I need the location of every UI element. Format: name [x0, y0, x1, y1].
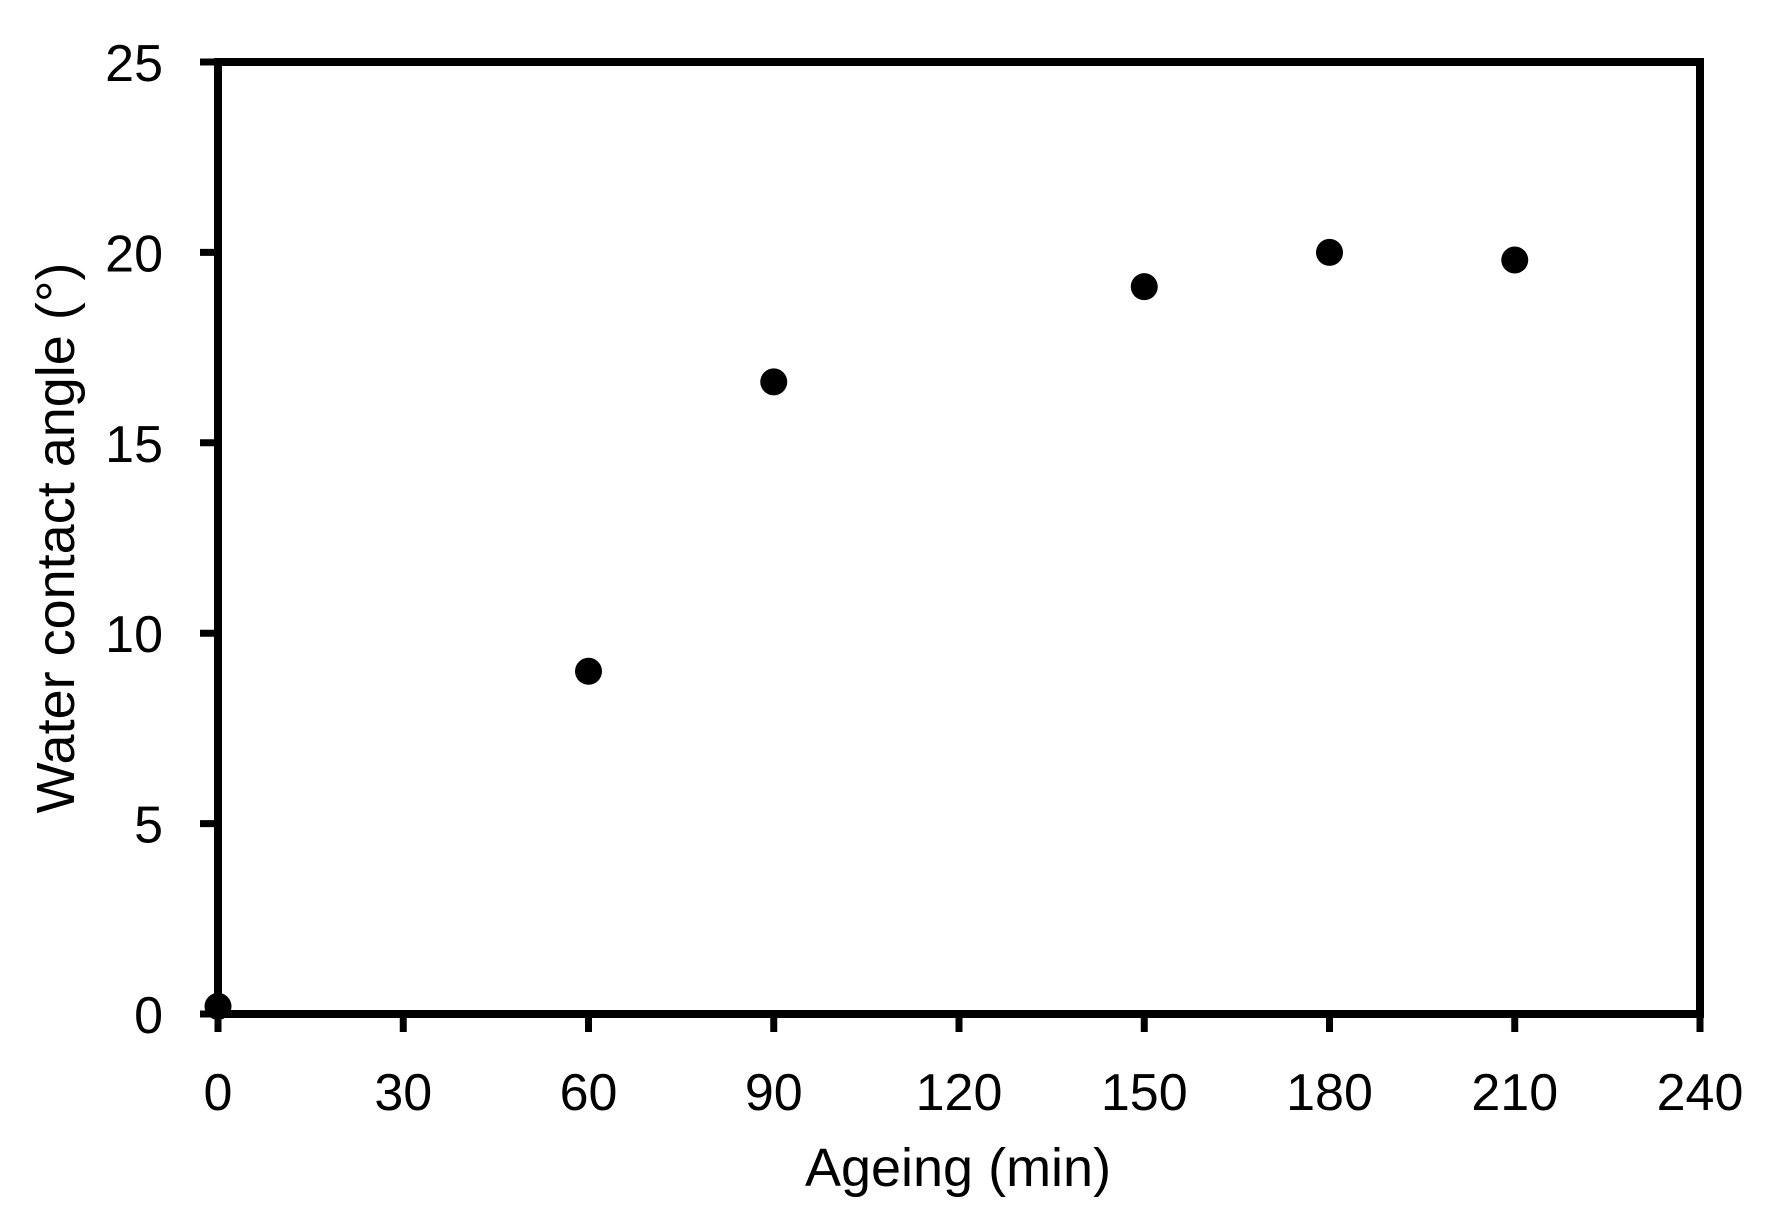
x-tick-label: 0	[204, 1064, 233, 1122]
data-point	[575, 657, 602, 685]
x-tick-label: 90	[745, 1064, 803, 1122]
y-tick-label: 15	[105, 416, 163, 474]
y-tick-label: 10	[105, 606, 163, 664]
x-tick-label: 60	[560, 1064, 618, 1122]
plot-box	[214, 58, 1704, 1018]
x-tick-label: 240	[1657, 1064, 1744, 1122]
x-tick-label: 150	[1101, 1064, 1188, 1122]
y-tick-label: 20	[105, 225, 163, 283]
x-axis-title: Ageing (min)	[804, 1138, 1112, 1198]
y-tick-label: 0	[134, 987, 163, 1045]
x-tick-label: 120	[916, 1064, 1003, 1122]
data-point	[204, 992, 232, 1020]
data-point	[1316, 238, 1343, 266]
y-axis-title: Water contact angle (°)	[26, 262, 86, 814]
data-point	[1501, 246, 1529, 274]
x-tick-label: 180	[1286, 1064, 1373, 1122]
y-tick-label: 5	[134, 797, 163, 855]
data-point	[760, 368, 788, 396]
data-point	[1130, 273, 1158, 301]
x-tick-label: 210	[1471, 1064, 1558, 1122]
x-tick-label: 30	[374, 1064, 432, 1122]
y-tick-label: 25	[105, 35, 163, 93]
